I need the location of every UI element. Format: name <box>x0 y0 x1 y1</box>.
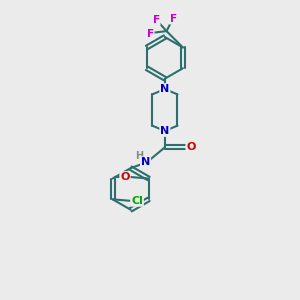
Text: F: F <box>147 29 154 39</box>
Text: F: F <box>169 14 177 24</box>
Text: O: O <box>120 172 130 182</box>
Text: O: O <box>186 142 196 152</box>
Text: H: H <box>135 151 143 160</box>
Text: N: N <box>160 126 170 136</box>
Text: N: N <box>160 84 170 94</box>
Text: N: N <box>141 157 150 167</box>
Text: Cl: Cl <box>131 196 143 206</box>
Text: F: F <box>153 15 160 25</box>
